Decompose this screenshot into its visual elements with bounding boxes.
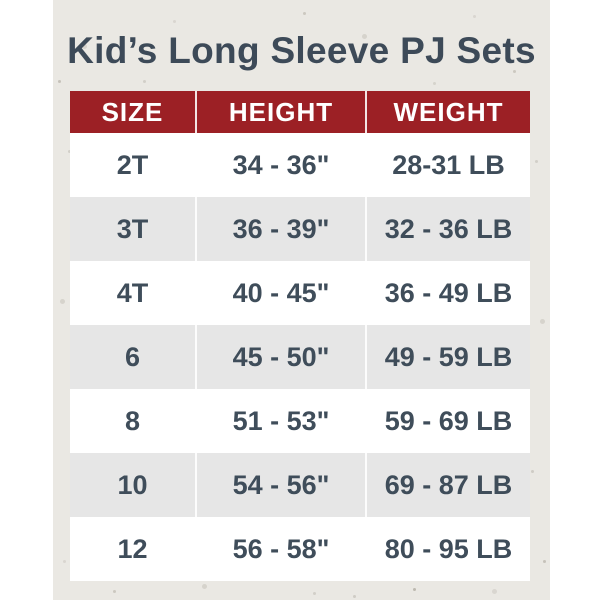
header-size: SIZE xyxy=(101,96,164,127)
table-row: 6 45 - 50" 49 - 59 LB xyxy=(70,325,530,389)
size-cell: 3T xyxy=(116,213,149,244)
paper-texture xyxy=(53,0,56,3)
weight-cell: 32 - 36 LB xyxy=(365,197,530,261)
size-cell: 6 xyxy=(124,341,141,372)
header-height: HEIGHT xyxy=(195,91,365,133)
size-cell: 10 xyxy=(117,469,148,500)
weight-cell: 28-31 LB xyxy=(365,133,530,197)
weight-cell: 49 - 59 LB xyxy=(365,325,530,389)
size-table: SIZE HEIGHT WEIGHT 2T 34 - 36" 28-31 LB … xyxy=(70,91,530,581)
table-header-row: SIZE HEIGHT WEIGHT xyxy=(70,91,530,133)
size-cell: 2T xyxy=(116,149,149,180)
height-cell: 56 - 58" xyxy=(195,517,365,581)
weight-cell: 80 - 95 LB xyxy=(365,517,530,581)
header-weight: WEIGHT xyxy=(365,91,530,133)
weight-cell: 69 - 87 LB xyxy=(365,453,530,517)
table-row: 10 54 - 56" 69 - 87 LB xyxy=(70,453,530,517)
height-cell: 36 - 39" xyxy=(195,197,365,261)
table-row: 12 56 - 58" 80 - 95 LB xyxy=(70,517,530,581)
table-row: 3T 36 - 39" 32 - 36 LB xyxy=(70,197,530,261)
size-chart-card: Kid’s Long Sleeve PJ Sets SIZE HEIGHT WE… xyxy=(53,0,550,600)
size-cell: 12 xyxy=(117,533,148,564)
height-cell: 34 - 36" xyxy=(195,133,365,197)
table-row: 4T 40 - 45" 36 - 49 LB xyxy=(70,261,530,325)
height-cell: 54 - 56" xyxy=(195,453,365,517)
height-cell: 40 - 45" xyxy=(195,261,365,325)
height-cell: 45 - 50" xyxy=(195,325,365,389)
weight-cell: 59 - 69 LB xyxy=(365,389,530,453)
height-cell: 51 - 53" xyxy=(195,389,365,453)
table-row: 2T 34 - 36" 28-31 LB xyxy=(70,133,530,197)
weight-cell: 36 - 49 LB xyxy=(365,261,530,325)
chart-title: Kid’s Long Sleeve PJ Sets xyxy=(67,30,536,71)
size-cell: 4T xyxy=(116,277,149,308)
table-row: 8 51 - 53" 59 - 69 LB xyxy=(70,389,530,453)
size-cell: 8 xyxy=(124,405,141,436)
